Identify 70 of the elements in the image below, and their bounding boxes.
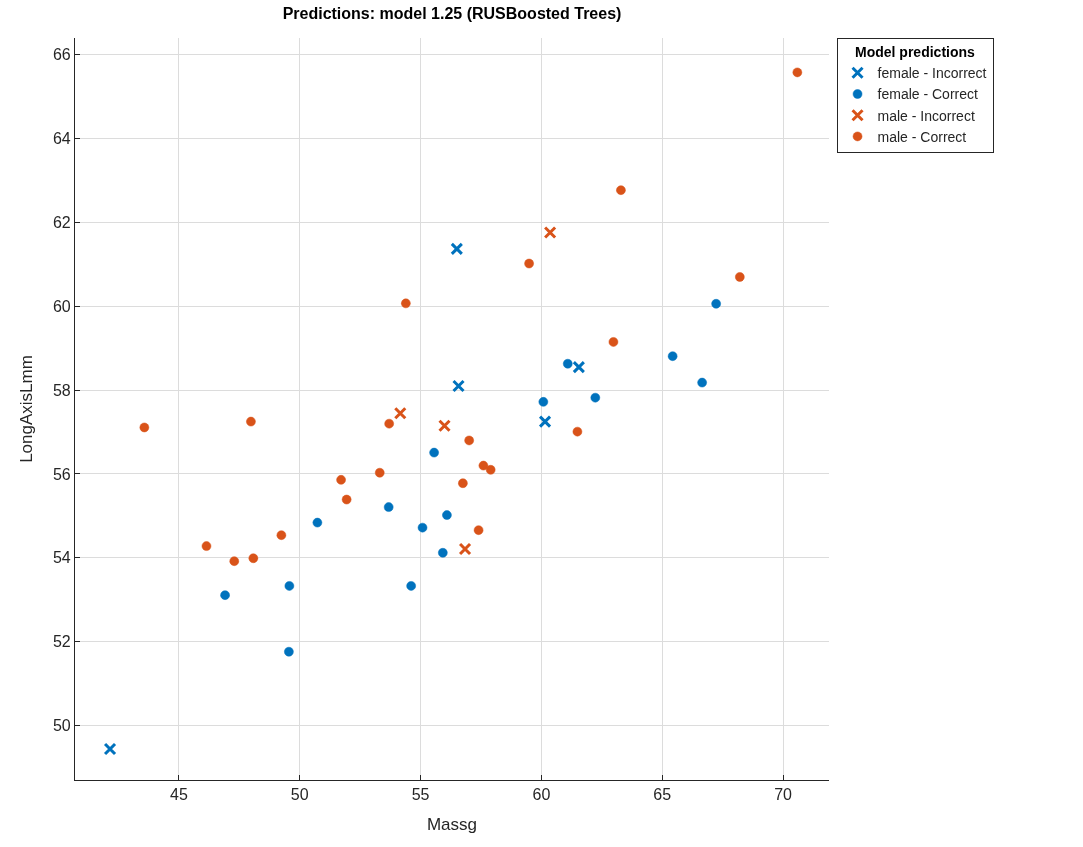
point	[543, 226, 557, 240]
legend-label: female - Correct	[877, 86, 979, 103]
point	[464, 435, 474, 446]
point	[341, 494, 352, 505]
y-tick-label: 52	[52, 633, 71, 651]
legend-title: Model predictions	[855, 44, 976, 61]
point	[563, 358, 573, 369]
y-tick-label: 56	[52, 465, 71, 483]
point	[201, 541, 212, 551]
point	[458, 478, 468, 488]
legend-label: male - Incorrect	[877, 107, 975, 124]
point	[792, 67, 803, 78]
point	[524, 258, 534, 269]
chart-title: Predictions: model 1.25 (RUSBoosted Trees)	[282, 5, 622, 23]
y-tick-label: 66	[52, 46, 71, 64]
point	[473, 525, 484, 535]
point	[248, 553, 259, 563]
x-tick-label: 65	[653, 786, 672, 804]
point	[336, 475, 346, 485]
point	[406, 581, 416, 591]
y-tick-label: 64	[52, 130, 71, 148]
x-tick-label: 60	[532, 786, 551, 804]
y-tick-label: 54	[52, 549, 71, 567]
point	[572, 426, 583, 437]
point	[284, 646, 294, 657]
y-tick-label: 50	[52, 717, 71, 735]
point	[438, 548, 448, 558]
point	[608, 337, 619, 347]
point	[246, 416, 256, 427]
point	[374, 467, 385, 478]
point	[442, 510, 452, 520]
x-tick-label: 55	[411, 786, 430, 804]
point	[697, 377, 707, 388]
point	[417, 522, 428, 533]
point	[276, 530, 287, 540]
point	[103, 742, 117, 756]
legend-label: male - Correct	[877, 128, 967, 145]
point	[450, 242, 464, 256]
point	[312, 517, 323, 528]
legend-label: female - Incorrect	[877, 65, 987, 82]
point	[616, 185, 626, 195]
x-tick-label: 70	[774, 786, 793, 804]
point	[220, 590, 230, 600]
y-axis-title: LongAxisLmm	[17, 355, 37, 463]
point	[590, 392, 601, 403]
point	[284, 581, 295, 591]
point	[538, 397, 549, 407]
point	[711, 299, 721, 309]
y-tick-label: 60	[52, 297, 71, 315]
x-tick-label: 50	[290, 786, 309, 804]
point	[401, 298, 411, 309]
point	[139, 422, 150, 433]
point	[229, 556, 240, 566]
point	[538, 415, 552, 429]
point	[735, 272, 745, 282]
point	[393, 406, 407, 420]
point	[572, 360, 586, 374]
point	[438, 419, 452, 433]
point	[452, 379, 466, 393]
point	[383, 502, 394, 512]
x-axis-title: Massg	[426, 814, 478, 834]
point	[429, 447, 439, 458]
point	[478, 460, 489, 471]
y-tick-label: 62	[52, 214, 71, 232]
point	[458, 542, 472, 556]
point	[667, 351, 678, 361]
x-tick-label: 45	[170, 786, 188, 804]
y-tick-label: 58	[52, 381, 71, 399]
point	[384, 418, 394, 429]
point	[485, 465, 496, 475]
